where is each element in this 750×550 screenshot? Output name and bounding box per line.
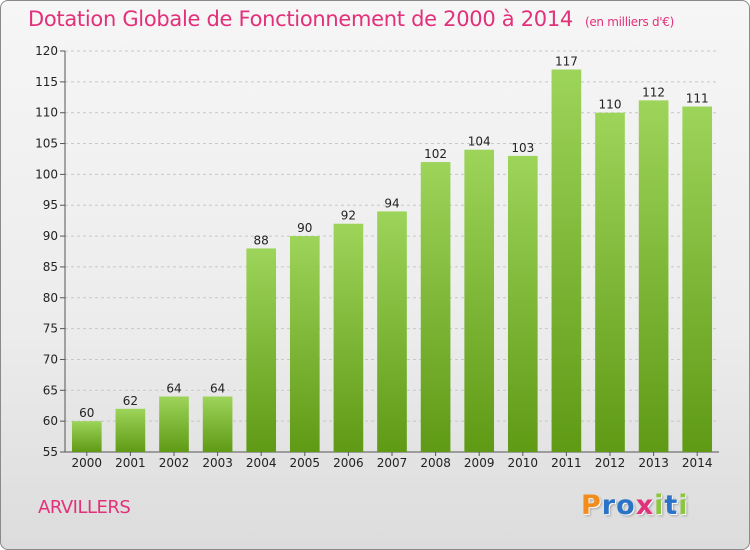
y-tick-label: 120 <box>35 44 58 58</box>
bar-value-label: 104 <box>468 135 491 149</box>
x-tick-label: 2005 <box>290 456 321 470</box>
y-tick-label: 80 <box>43 291 58 305</box>
bar <box>71 421 102 452</box>
x-tick-label: 2004 <box>246 456 277 470</box>
x-tick-label: 2012 <box>595 456 626 470</box>
logo-letter: o <box>616 490 636 521</box>
bar-value-label: 64 <box>166 381 181 395</box>
bar <box>507 155 538 452</box>
y-tick-label: 100 <box>35 167 58 181</box>
bar-value-label: 90 <box>297 221 312 235</box>
y-tick-label: 95 <box>43 198 58 212</box>
x-tick-label: 2008 <box>420 456 451 470</box>
y-tick-label: 60 <box>43 414 58 428</box>
logo-letter: r <box>601 490 617 521</box>
x-tick-label: 2006 <box>333 456 364 470</box>
axes: 55 60 65 70 75 80 85 90 95 100 105 110 115 120 2000 200… <box>35 44 719 470</box>
bar <box>420 162 451 453</box>
x-tick-label: 2000 <box>72 456 103 470</box>
bars <box>71 69 713 453</box>
chart-title: Dotation Globale de Fonctionnement de 20… <box>28 7 674 31</box>
bar <box>202 396 233 452</box>
bar <box>333 223 364 452</box>
x-tick-label: 2003 <box>202 456 233 470</box>
bar-value-label: 64 <box>210 381 225 395</box>
bar <box>289 236 320 452</box>
y-tick-label: 90 <box>43 229 58 243</box>
x-tick-label: 2013 <box>638 456 669 470</box>
y-tick-label: 75 <box>43 322 58 336</box>
x-tick-label: 2009 <box>464 456 495 470</box>
bar-value-label: 112 <box>642 85 665 99</box>
bar-value-label: 94 <box>384 196 399 210</box>
commune-name: ARVILLERS <box>38 497 131 518</box>
bar <box>246 248 277 452</box>
x-tick-label: 2001 <box>115 456 146 470</box>
x-tick-label: 2014 <box>682 456 713 470</box>
y-tick-label: 85 <box>43 260 58 274</box>
y-tick-label: 105 <box>35 137 58 151</box>
x-tick-label: 2002 <box>159 456 190 470</box>
logo-letter: P <box>581 490 602 521</box>
bar-value-label: 117 <box>555 55 578 69</box>
bar-value-label: 62 <box>123 394 138 408</box>
logo-letter: t <box>664 490 679 521</box>
bar-value-label: 102 <box>424 147 447 161</box>
bar <box>551 69 582 452</box>
bar-value-label: 103 <box>511 141 534 155</box>
x-tick-label: 2007 <box>377 456 408 470</box>
bar <box>682 106 713 453</box>
bar-value-label: 111 <box>686 92 709 106</box>
logo-letter: x <box>635 490 655 521</box>
y-tick-label: 110 <box>35 106 58 120</box>
bar <box>377 211 407 452</box>
bar <box>464 149 495 452</box>
chart-unit-label: (en milliers d'€) <box>584 15 674 29</box>
y-tick-label: 55 <box>43 445 58 459</box>
bar-value-label: 110 <box>599 98 622 112</box>
x-tick-label: 2010 <box>508 456 539 470</box>
chart-title-text: Dotation Globale de Fonctionnement de 20… <box>28 7 573 31</box>
y-tick-label: 115 <box>35 75 58 89</box>
bar-value-label: 60 <box>79 406 94 420</box>
y-tick-label: 65 <box>43 383 58 397</box>
bar <box>595 112 625 452</box>
logo-letter: i <box>678 490 689 521</box>
data-labels: 60 62 64 64 88 90 92 94 102 104 103 117 110 112 111 <box>79 55 708 421</box>
bar-value-label: 88 <box>254 233 269 247</box>
x-tick-label: 2011 <box>551 456 582 470</box>
bar <box>159 396 189 452</box>
bar <box>115 408 146 452</box>
logo-letter: i <box>654 490 665 521</box>
y-tick-label: 70 <box>43 352 58 366</box>
proxiti-logo: Proxiti <box>581 490 689 521</box>
bar <box>638 100 669 452</box>
bar-value-label: 92 <box>341 209 356 223</box>
